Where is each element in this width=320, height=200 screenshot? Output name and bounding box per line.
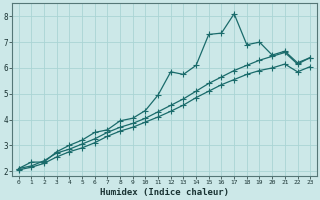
X-axis label: Humidex (Indice chaleur): Humidex (Indice chaleur) bbox=[100, 188, 229, 197]
